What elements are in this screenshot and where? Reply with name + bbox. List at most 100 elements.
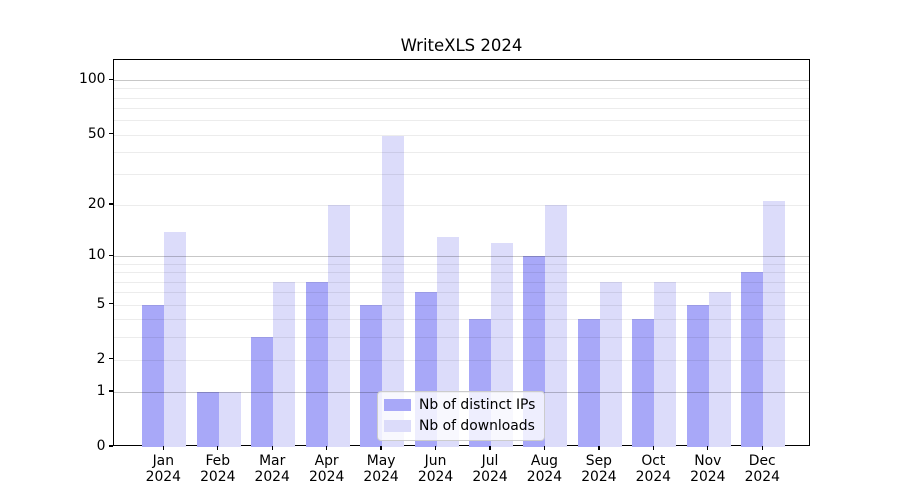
legend-item-downloads: Nb of downloads	[384, 418, 535, 434]
x-axis-tick-label: Jan 2024	[146, 453, 181, 487]
x-tick-year: 2024	[744, 469, 780, 486]
x-tick-year: 2024	[417, 469, 454, 486]
bar-downloads-oct	[654, 281, 677, 447]
x-axis-tick-label: Nov 2024	[690, 453, 725, 487]
x-tick-month: Aug	[530, 452, 558, 469]
gridline-minor	[114, 108, 809, 110]
x-axis-tick	[380, 446, 382, 450]
bar-distinct-ips-mar	[251, 336, 274, 447]
bar-downloads-nov	[708, 292, 731, 447]
x-tick-year: 2024	[200, 469, 236, 486]
x-axis-tick	[326, 446, 328, 450]
legend-item-distinct-ips: Nb of distinct IPs	[384, 397, 535, 413]
y-axis-tick	[109, 302, 113, 305]
bar-downloads-mar	[273, 281, 296, 447]
x-tick-year: 2024	[308, 469, 345, 486]
gridline-minor	[114, 264, 809, 265]
bar-distinct-ips-jan	[142, 304, 165, 447]
bar-downloads-apr	[327, 205, 350, 447]
gridline-minor	[114, 359, 809, 361]
y-axis-tick-label: 0	[96, 438, 106, 454]
gridline-minor	[114, 304, 809, 306]
x-tick-month: Dec	[748, 452, 776, 469]
x-tick-year: 2024	[254, 469, 290, 486]
legend-label-downloads: Nb of downloads	[419, 418, 535, 434]
x-tick-year: 2024	[472, 469, 508, 486]
x-tick-month: Mar	[259, 452, 286, 469]
gridline-minor	[114, 97, 809, 99]
x-tick-month: Jan	[152, 452, 175, 469]
x-axis-tick-label: Oct 2024	[636, 453, 671, 487]
bar-downloads-feb	[218, 391, 241, 447]
bar-distinct-ips-oct	[632, 319, 655, 447]
x-tick-month: Sep	[585, 452, 612, 469]
legend-swatch-distinct-ips	[384, 399, 411, 411]
y-axis-tick	[109, 390, 113, 392]
x-axis-tick-label: Sep 2024	[581, 453, 616, 487]
gridline-minor	[114, 120, 809, 122]
bar-distinct-ips-apr	[305, 281, 328, 447]
x-tick-year: 2024	[690, 469, 726, 486]
gridline-minor	[114, 134, 809, 136]
x-axis-tick-label: Mar 2024	[255, 453, 290, 487]
x-tick-year: 2024	[363, 469, 399, 486]
bar-distinct-ips-feb	[196, 391, 219, 447]
y-axis-tick-label: 100	[78, 71, 106, 88]
y-axis-tick-label: 2	[96, 350, 106, 367]
x-tick-month: Jun	[424, 452, 447, 469]
x-axis-tick	[761, 446, 763, 450]
gridline-minor	[114, 336, 809, 338]
x-axis-tick	[271, 446, 273, 450]
bar-downloads-aug	[545, 205, 568, 447]
bar-distinct-ips-dec	[741, 272, 764, 447]
bar-downloads-sep	[599, 281, 622, 447]
y-axis-tick	[109, 445, 113, 447]
x-axis-tick	[217, 446, 219, 450]
legend-label-distinct-ips: Nb of distinct IPs	[419, 397, 536, 413]
bar-downloads-dec	[763, 201, 786, 447]
bar-downloads-may	[382, 136, 405, 447]
x-tick-month: Feb	[205, 452, 231, 469]
gridline-major	[114, 80, 809, 82]
gridline-minor	[114, 88, 809, 90]
x-axis-tick-label: Apr 2024	[309, 453, 344, 487]
x-tick-month: Nov	[694, 452, 722, 469]
x-axis-tick-label: Aug 2024	[527, 453, 562, 487]
x-tick-year: 2024	[526, 469, 563, 486]
y-axis-tick-label: 50	[87, 125, 106, 142]
x-axis-tick	[489, 446, 491, 450]
x-axis-tick	[434, 446, 437, 450]
gridline-minor	[114, 281, 809, 283]
x-axis-tick-label: Jun 2024	[418, 453, 453, 487]
x-axis-tick-label: Feb 2024	[200, 453, 235, 487]
y-axis-tick	[109, 78, 113, 80]
y-axis-tick-label: 1	[96, 382, 106, 399]
x-tick-month: May	[366, 452, 396, 469]
bar-distinct-ips-sep	[577, 319, 600, 447]
gridline-minor	[114, 292, 809, 294]
gridline-minor	[114, 174, 809, 176]
x-axis-tick	[543, 446, 546, 450]
y-axis-tick	[109, 254, 113, 257]
x-axis-tick-label: May 2024	[363, 453, 398, 487]
y-axis-tick-label: 10	[87, 247, 106, 264]
y-axis-tick	[109, 132, 113, 135]
y-axis-tick	[109, 203, 113, 205]
x-tick-month: Apr	[314, 452, 339, 469]
gridline-minor	[114, 205, 809, 207]
y-axis-tick-label: 20	[87, 196, 106, 213]
gridline-minor	[114, 151, 809, 153]
x-tick-year: 2024	[635, 469, 672, 486]
x-axis-tick	[162, 446, 164, 450]
gridline-major	[114, 256, 809, 258]
bar-distinct-ips-nov	[686, 304, 709, 447]
x-tick-year: 2024	[581, 469, 617, 486]
x-tick-year: 2024	[145, 469, 181, 486]
x-tick-month: Jul	[481, 452, 499, 469]
x-axis-tick	[598, 446, 600, 450]
bar-distinct-ips-may	[360, 304, 383, 447]
plot-area	[113, 59, 810, 447]
chart-title: WriteXLS 2024	[400, 36, 523, 55]
x-axis-tick-label: Dec 2024	[745, 453, 780, 487]
